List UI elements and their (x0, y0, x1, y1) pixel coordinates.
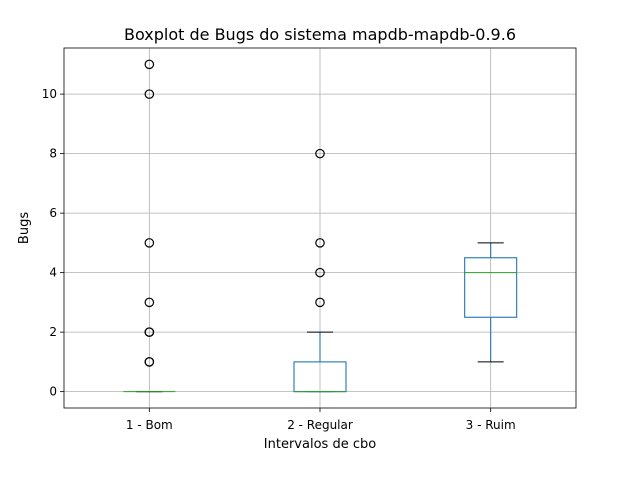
y-tick-label: 8 (49, 147, 57, 161)
y-tick-label: 0 (49, 385, 57, 399)
x-tick-label: 1 - Bom (126, 418, 173, 432)
outlier-point (315, 238, 325, 248)
outlier-point (144, 327, 155, 337)
y-tick-label: 4 (49, 266, 57, 280)
outlier-point (144, 89, 155, 99)
outlier-point (144, 357, 155, 367)
ticks-layer: 0 2 4 6 8 10 1 - Bom 2 - Regular 3 - Ruim (42, 87, 516, 432)
outlier-point (315, 148, 325, 159)
y-axis-label: Bugs (17, 212, 32, 244)
outlier-point (144, 238, 155, 248)
x-tick-label: 3 - Ruim (466, 418, 516, 432)
y-tick-label: 2 (49, 325, 57, 339)
marks-layer (123, 59, 518, 393)
y-tick-label: 6 (49, 206, 57, 220)
outlier-point (144, 59, 155, 70)
outlier-point (315, 267, 325, 278)
grid-layer (64, 48, 576, 408)
chart-title: Boxplot de Bugs do sistema mapdb-mapdb-0… (124, 25, 516, 44)
outlier-point (144, 297, 155, 308)
outlier-point (315, 297, 325, 308)
box-iqr (464, 257, 518, 318)
y-tick-label: 10 (42, 87, 57, 101)
x-axis-label: Intervalos de cbo (264, 437, 376, 452)
x-tick-label: 2 - Regular (287, 418, 353, 432)
